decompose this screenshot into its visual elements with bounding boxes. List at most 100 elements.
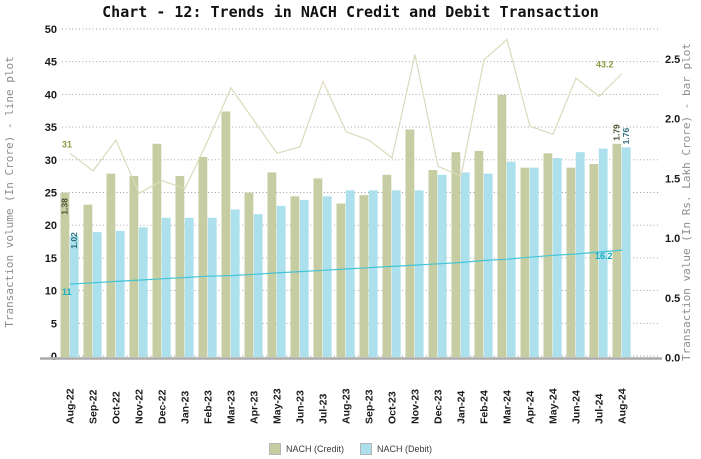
left-axis-tick-label: 40 (45, 89, 57, 101)
left-axis-title: Transaction volume (In Crore) - line plo… (3, 56, 16, 328)
bar-value-label: 1.76 (621, 128, 631, 145)
chart-title: Chart - 12: Trends in NACH Credit and De… (102, 3, 599, 21)
debit-bar (483, 173, 493, 357)
debit-bar (414, 190, 424, 357)
left-axis-tick-label: 45 (45, 57, 57, 69)
credit-bar (313, 178, 323, 357)
credit-bar (382, 174, 392, 357)
x-axis-tick-label: Sep-23 (364, 389, 376, 424)
credit-bar (566, 167, 576, 357)
x-axis-tick-label: Jan-24 (456, 391, 468, 424)
credit-bar (520, 167, 530, 357)
right-axis-title: Transaction value (In Rs. Lakh Crore) - … (680, 43, 693, 361)
line-value-label: 43.2 (596, 59, 614, 69)
x-axis-tick-label: Feb-23 (203, 390, 215, 424)
x-axis-tick-label: Oct-22 (111, 391, 123, 424)
line-value-label: 11 (62, 287, 72, 297)
bar-value-label: 1.38 (60, 198, 70, 215)
x-axis-tick-label: Apr-24 (525, 391, 537, 424)
debit-bar (299, 199, 309, 357)
x-axis-tick-label: Aug-22 (65, 388, 77, 424)
legend-item-debit: NACH (Debit) (360, 443, 432, 455)
x-axis-tick-label: May-24 (548, 388, 560, 424)
debit-bar (230, 209, 240, 357)
debit-bar (138, 227, 148, 357)
debit-bar (322, 196, 332, 357)
debit-bar (391, 190, 401, 357)
x-axis-tick-label: Nov-23 (410, 389, 422, 424)
credit-bar (336, 203, 346, 357)
debit-bar (552, 158, 562, 357)
x-axis-tick-label: Mar-23 (226, 390, 238, 424)
line-value-label: 16.2 (595, 251, 613, 261)
bar-value-label: 1.02 (69, 232, 79, 249)
debit-bar (92, 232, 102, 357)
left-axis-tick-label: 5 (51, 318, 57, 330)
debit-volume-line (69, 249, 623, 285)
credit-bar (451, 152, 461, 357)
x-axis-tick-label: Jul-24 (594, 393, 606, 424)
right-axis-tick-label: 1.0 (665, 233, 680, 245)
credit-bar (405, 129, 415, 357)
x-axis-tick-label: Feb-24 (479, 390, 491, 424)
debit-bar (621, 147, 631, 357)
debit-bar (598, 148, 608, 357)
credit-bar (589, 164, 599, 357)
x-axis-tick-label: Dec-23 (433, 389, 445, 424)
x-axis-tick-label: Mar-24 (502, 390, 514, 424)
credit-bar (267, 172, 277, 357)
left-axis-tick-label: 20 (45, 220, 57, 232)
x-axis-tick-label: Sep-22 (88, 389, 100, 424)
credit-bar (497, 94, 507, 357)
bar-value-label: 1.79 (612, 124, 622, 141)
credit-bar (474, 150, 484, 357)
debit-bar (207, 217, 217, 357)
debit-bar (345, 190, 355, 357)
left-axis-tick-label: 35 (45, 122, 57, 134)
debit-bar (253, 214, 263, 357)
debit-bar (437, 174, 447, 357)
legend-swatch-debit (360, 443, 372, 455)
debit-bar (575, 152, 585, 357)
debit-bar (69, 235, 79, 357)
debit-bar (529, 167, 539, 357)
x-axis-tick-label: Nov-22 (134, 389, 146, 424)
x-axis-tick-label: Jun-23 (295, 390, 307, 424)
x-axis-tick-label: Oct-23 (387, 391, 399, 424)
x-axis-tick-label: Aug-23 (341, 388, 353, 424)
right-axis-tick-label: 2.5 (665, 54, 680, 66)
legend-swatch-credit (268, 443, 281, 455)
debit-bar (368, 190, 378, 357)
x-axis-tick-label: Jul-23 (318, 393, 330, 424)
left-axis-tick-label: 0 (51, 351, 57, 363)
left-axis-tick-label: 25 (45, 188, 57, 200)
credit-bar (83, 204, 93, 357)
credit-bar (60, 192, 70, 357)
left-axis-tick-label: 15 (45, 253, 57, 265)
right-axis-tick-label: 0.5 (665, 293, 680, 305)
debit-bar (460, 172, 470, 357)
debit-bar (184, 217, 194, 357)
right-axis-tick-label: 0.0 (665, 353, 680, 365)
legend-label: NACH (Debit) (377, 444, 433, 454)
right-axis-tick-label: 2.0 (665, 114, 680, 126)
chart-legend: NACH (Credit) NACH (Debit) (0, 443, 701, 455)
x-axis-tick-label: Dec-22 (157, 389, 169, 424)
debit-bar (276, 205, 286, 357)
x-axis-tick-label: Apr-23 (249, 391, 261, 424)
x-axis-tick-label: Jan-23 (180, 391, 192, 424)
credit-bar (152, 143, 162, 357)
credit-volume-line (69, 38, 623, 195)
credit-bar (198, 156, 208, 357)
credit-bar (221, 111, 231, 357)
left-axis-tick-label: 30 (45, 155, 57, 167)
x-axis-tick-label: Aug-24 (617, 388, 629, 424)
left-axis-tick-label: 10 (45, 286, 57, 298)
credit-bar (129, 176, 139, 357)
line-value-label: 31 (62, 139, 72, 149)
credit-bar (106, 173, 116, 357)
right-axis-tick-label: 1.5 (665, 173, 680, 185)
legend-label: NACH (Credit) (285, 444, 344, 454)
x-axis-tick-label: Jun-24 (571, 390, 583, 424)
